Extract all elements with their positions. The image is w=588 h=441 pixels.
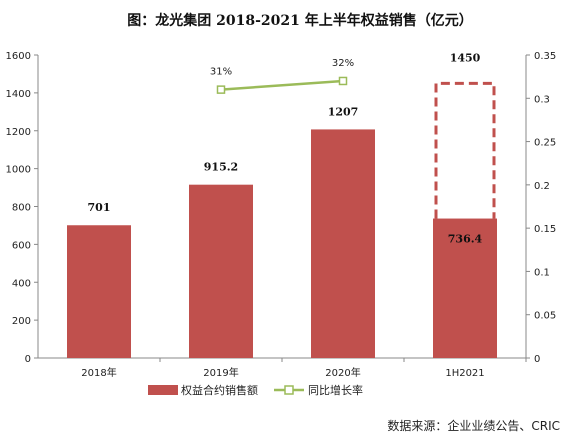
x-tick-label: 2020年	[325, 366, 360, 379]
chart-title: 图：龙光集团 2018-2021 年上半年权益销售（亿元）	[127, 12, 473, 29]
y-right-tick-label: 0	[534, 354, 540, 365]
y-left-tick-label: 1200	[6, 127, 31, 138]
bar-value-label: 736.4	[448, 233, 483, 246]
y-left-tick-label: 200	[12, 316, 31, 327]
legend: 权益合约销售额 同比增长率	[148, 383, 363, 397]
y-right-tick-label: 0.35	[534, 51, 556, 62]
growth-label: 31%	[210, 67, 232, 78]
y-left-tick-label: 600	[12, 240, 31, 251]
target-label: 1450	[450, 51, 481, 64]
bar	[189, 184, 253, 358]
target-outline	[434, 81, 496, 219]
source-note: 数据来源：企业业绩公告、CRIC	[387, 418, 560, 433]
growth-label: 32%	[332, 58, 354, 69]
x-tick-label: 1H2021	[445, 368, 484, 379]
y-right-tick-label: 0.05	[534, 311, 556, 322]
x-tick-label: 2018年	[81, 366, 116, 379]
legend-line-label: 同比增长率	[308, 383, 363, 397]
y-left-tick-label: 400	[12, 278, 31, 289]
legend-bar-swatch	[148, 385, 178, 395]
plot-area: 0 200 400 600 800 1000 1200 1400 1600 0 0.05 0.1 0.1…	[6, 51, 557, 379]
growth-point	[338, 76, 348, 86]
y-left-tick-label: 1000	[6, 165, 31, 176]
y-right-tick-label: 0.15	[534, 224, 556, 235]
y-left-tick-label: 800	[12, 203, 31, 214]
y-left-tick-label: 1600	[6, 51, 31, 62]
bar	[433, 218, 497, 358]
growth-line	[220, 79, 344, 91]
x-tick-label: 2019年	[203, 366, 238, 379]
legend-line-marker	[284, 385, 294, 395]
y-left-tick-label: 0	[25, 354, 31, 365]
bar	[311, 129, 375, 358]
bar-value-label: 1207	[328, 105, 359, 118]
y-right-tick-label: 0.1	[534, 267, 550, 278]
bar-value-label: 915.2	[204, 161, 238, 174]
y-right-tick-label: 0.3	[534, 94, 550, 105]
legend-bar-label: 权益合约销售额	[181, 383, 258, 397]
y-left-tick-label: 1400	[6, 89, 31, 100]
bar-value-label: 701	[88, 201, 111, 214]
bar	[67, 225, 131, 358]
y-right-tick-label: 0.25	[534, 138, 556, 149]
growth-point	[216, 85, 226, 94]
y-right-tick-label: 0.2	[534, 181, 550, 192]
